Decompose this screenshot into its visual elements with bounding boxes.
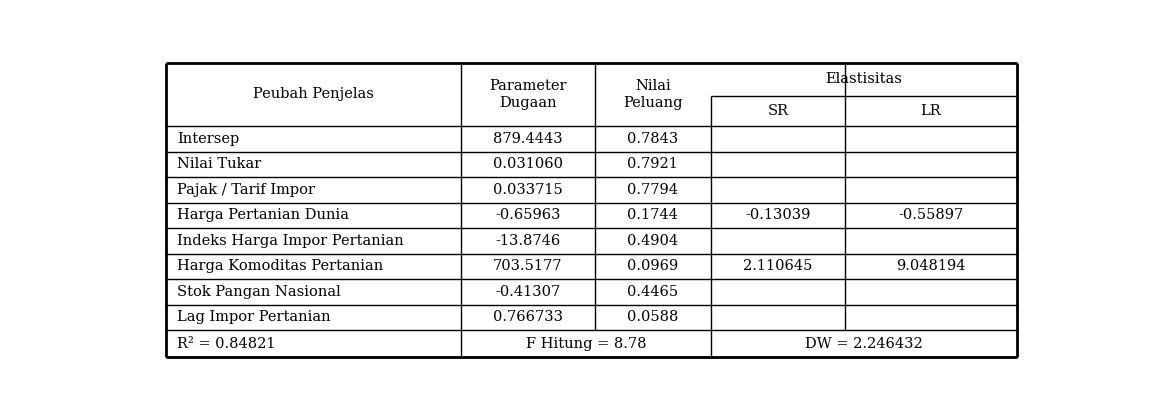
Text: Nilai Tukar: Nilai Tukar [177,157,262,171]
Text: Intersep: Intersep [177,132,240,146]
Text: Pajak / Tarif Impor: Pajak / Tarif Impor [177,183,314,197]
Text: LR: LR [920,104,941,118]
Text: Harga Komoditas Pertanian: Harga Komoditas Pertanian [177,259,384,273]
Text: Elastisitas: Elastisitas [826,72,902,86]
Text: 0.1744: 0.1744 [628,208,679,222]
Text: Indeks Harga Impor Pertanian: Indeks Harga Impor Pertanian [177,234,404,248]
Text: Stok Pangan Nasional: Stok Pangan Nasional [177,285,341,299]
Text: 0.0969: 0.0969 [628,259,679,273]
Text: SR: SR [767,104,788,118]
Text: 0.031060: 0.031060 [493,157,563,171]
Text: F Hitung = 8.78: F Hitung = 8.78 [525,337,646,351]
Text: 0.0588: 0.0588 [627,310,679,324]
Text: 0.7794: 0.7794 [628,183,679,197]
Text: 0.7843: 0.7843 [628,132,679,146]
Text: -0.65963: -0.65963 [495,208,561,222]
Text: 0.766733: 0.766733 [493,310,563,324]
Text: 2.110645: 2.110645 [743,259,812,273]
Text: 703.5177: 703.5177 [493,259,562,273]
Text: 0.4904: 0.4904 [628,234,679,248]
Text: 879.4443: 879.4443 [493,132,562,146]
Text: Lag Impor Pertanian: Lag Impor Pertanian [177,310,331,324]
Text: -0.41307: -0.41307 [495,285,561,299]
Text: Nilai
Peluang: Nilai Peluang [623,79,683,109]
Text: 0.033715: 0.033715 [493,183,563,197]
Text: -0.55897: -0.55897 [899,208,963,222]
Text: -0.13039: -0.13039 [745,208,811,222]
Text: Harga Pertanian Dunia: Harga Pertanian Dunia [177,208,349,222]
Text: 0.4465: 0.4465 [628,285,679,299]
Text: Parameter
Dugaan: Parameter Dugaan [490,79,567,109]
Text: DW = 2.246432: DW = 2.246432 [805,337,923,351]
Text: 0.7921: 0.7921 [628,157,679,171]
Text: R² = 0.84821: R² = 0.84821 [177,337,275,351]
Text: Peubah Penjelas: Peubah Penjelas [253,87,374,102]
Text: 9.048194: 9.048194 [896,259,965,273]
Text: -13.8746: -13.8746 [495,234,561,248]
